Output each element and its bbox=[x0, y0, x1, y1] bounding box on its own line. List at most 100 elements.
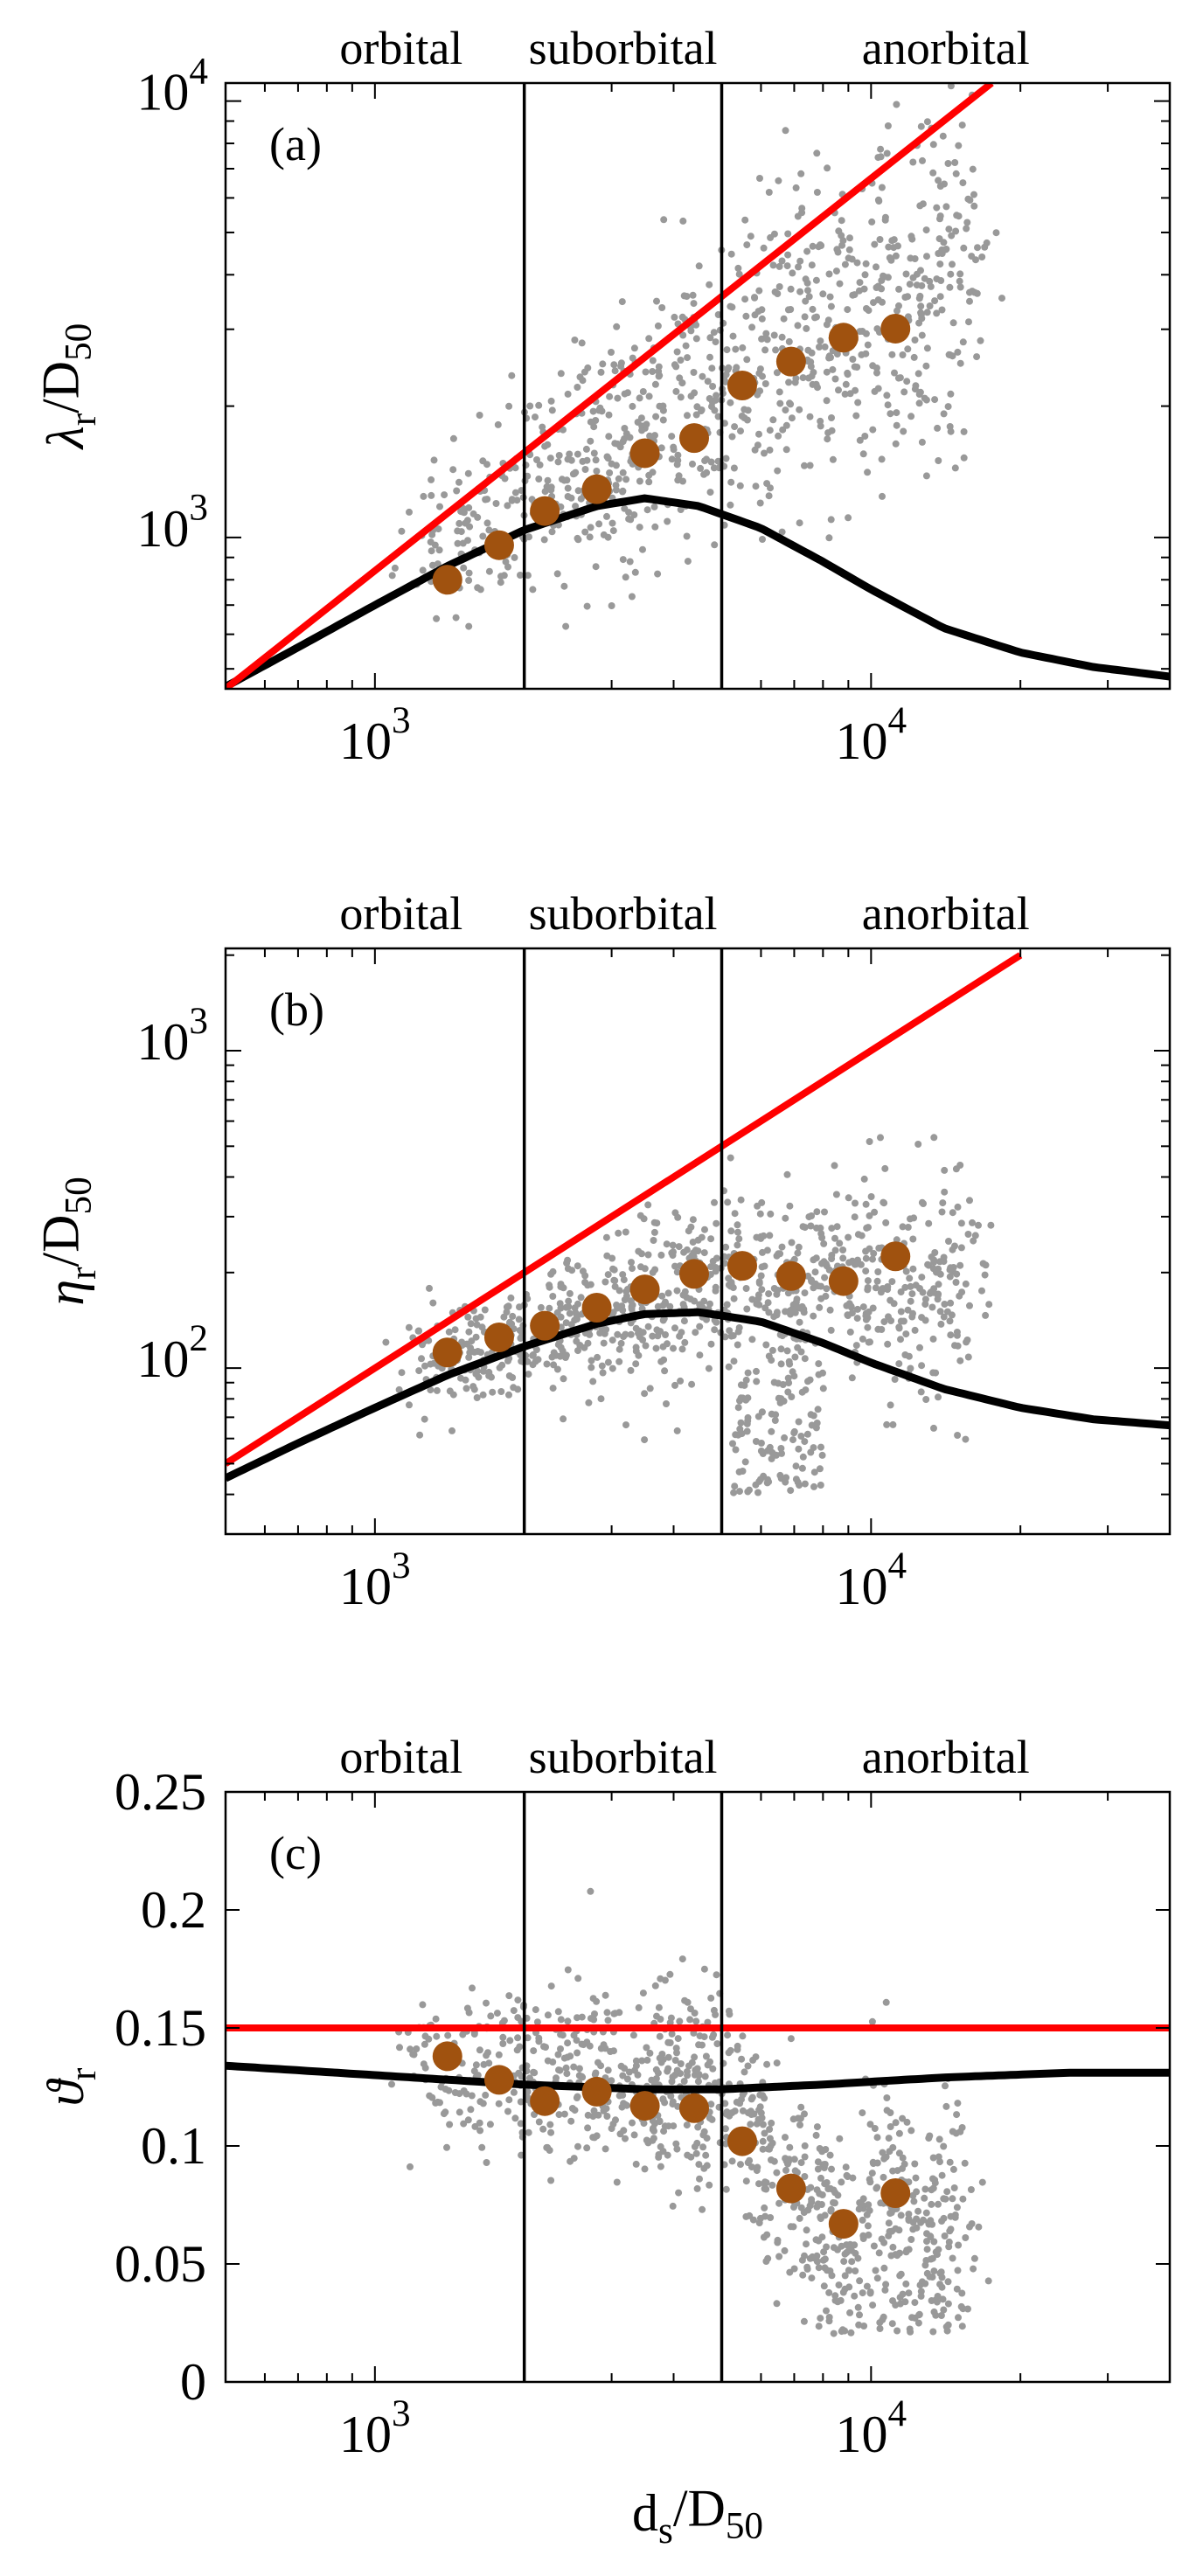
observation-point bbox=[959, 179, 967, 187]
observation-point bbox=[732, 345, 740, 353]
observation-point bbox=[544, 2143, 552, 2151]
observation-point bbox=[834, 248, 842, 256]
observation-point bbox=[639, 545, 646, 553]
observation-point bbox=[446, 1387, 454, 1395]
observation-point bbox=[694, 2078, 702, 2086]
observation-point bbox=[828, 2165, 835, 2173]
observation-point bbox=[858, 351, 866, 358]
observation-point bbox=[958, 2289, 966, 2297]
observation-point bbox=[469, 510, 477, 517]
observation-point bbox=[628, 593, 636, 601]
observation-point bbox=[904, 345, 912, 353]
observation-point bbox=[645, 478, 653, 486]
observation-point bbox=[695, 2041, 703, 2049]
observation-point bbox=[871, 387, 879, 395]
observation-point bbox=[905, 1352, 913, 1360]
observation-point bbox=[963, 225, 970, 233]
observation-point bbox=[691, 2053, 699, 2061]
observation-point bbox=[567, 1321, 575, 1329]
observation-point bbox=[643, 2056, 651, 2064]
observation-point bbox=[428, 476, 435, 483]
observation-point bbox=[911, 2160, 919, 2168]
observation-point bbox=[759, 1248, 766, 1256]
observation-point bbox=[841, 390, 849, 398]
observation-point bbox=[604, 2066, 612, 2074]
observation-point bbox=[958, 122, 966, 129]
observation-point bbox=[669, 1252, 677, 1260]
observation-point bbox=[907, 1282, 914, 1290]
observation-point bbox=[688, 1252, 696, 1260]
observation-point bbox=[547, 1982, 555, 1990]
observation-point bbox=[791, 1309, 799, 1316]
observation-point bbox=[657, 1251, 665, 1259]
observation-point bbox=[600, 2041, 608, 2049]
observation-point bbox=[833, 1223, 841, 1231]
observation-point bbox=[585, 1399, 593, 1406]
observation-point bbox=[866, 1338, 873, 1346]
observation-point bbox=[798, 1388, 806, 1396]
observation-point bbox=[754, 1202, 761, 1210]
observation-point bbox=[910, 353, 918, 361]
observation-point bbox=[524, 2087, 532, 2095]
observation-point bbox=[574, 487, 582, 495]
observation-point bbox=[888, 1278, 896, 1286]
observation-point bbox=[464, 469, 472, 477]
observation-point bbox=[799, 1223, 807, 1231]
observation-point bbox=[873, 325, 881, 333]
observation-point bbox=[524, 2034, 532, 2042]
observation-point bbox=[593, 1997, 601, 2005]
observation-point bbox=[842, 380, 850, 388]
observation-point bbox=[873, 263, 880, 271]
observation-point bbox=[775, 2253, 783, 2260]
observation-point bbox=[877, 1288, 885, 1296]
observation-point bbox=[584, 1339, 592, 1347]
observation-point bbox=[792, 1462, 800, 1470]
observation-point bbox=[603, 512, 610, 520]
observation-point bbox=[854, 2254, 862, 2262]
observation-point bbox=[555, 452, 563, 459]
observation-point bbox=[802, 297, 810, 305]
observation-point bbox=[459, 539, 467, 547]
observation-point bbox=[865, 1224, 872, 1232]
observation-point bbox=[791, 1353, 799, 1361]
observation-point bbox=[878, 285, 886, 293]
observation-point bbox=[747, 2121, 754, 2128]
observation-point bbox=[773, 2169, 781, 2177]
observation-point bbox=[901, 2298, 909, 2306]
y-tick-label: 0.2 bbox=[141, 1881, 206, 1939]
observation-point bbox=[570, 2155, 578, 2163]
observation-point bbox=[592, 417, 600, 424]
observation-point bbox=[784, 1388, 792, 1396]
observation-point bbox=[828, 414, 835, 421]
observation-point bbox=[742, 312, 750, 320]
observation-point bbox=[887, 2252, 895, 2260]
observation-point bbox=[499, 2033, 507, 2041]
observation-point bbox=[954, 1203, 962, 1211]
observation-point bbox=[542, 2044, 549, 2051]
observation-point bbox=[945, 1238, 952, 1245]
bin-mean-point bbox=[629, 2091, 660, 2121]
observation-point bbox=[658, 1292, 666, 1300]
observation-point bbox=[816, 344, 823, 351]
observation-point bbox=[756, 1210, 764, 1218]
observation-point bbox=[443, 2143, 450, 2151]
observation-point bbox=[473, 1321, 481, 1329]
observation-point bbox=[849, 356, 857, 363]
observation-point bbox=[952, 1279, 960, 1286]
observation-point bbox=[941, 1188, 949, 1196]
observation-point bbox=[813, 2123, 821, 2131]
observation-point bbox=[452, 614, 460, 621]
observation-point bbox=[764, 1299, 772, 1307]
observation-point bbox=[804, 2206, 812, 2214]
observation-point bbox=[574, 1262, 581, 1270]
observation-point bbox=[914, 370, 922, 378]
observation-point bbox=[636, 524, 643, 531]
observation-point bbox=[714, 311, 722, 318]
observation-point bbox=[736, 1425, 744, 1433]
observation-point bbox=[706, 334, 714, 342]
observation-point bbox=[559, 2031, 567, 2039]
observation-point bbox=[578, 339, 586, 347]
observation-point bbox=[651, 1982, 659, 1989]
observation-point bbox=[560, 1375, 567, 1383]
observation-point bbox=[959, 338, 967, 346]
